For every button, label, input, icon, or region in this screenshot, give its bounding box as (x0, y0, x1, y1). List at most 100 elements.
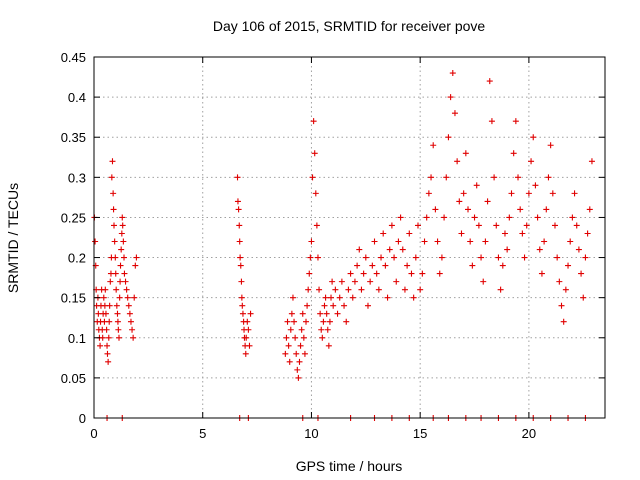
data-point (515, 174, 522, 181)
data-point (246, 342, 253, 349)
data-point (238, 294, 245, 301)
data-point (316, 286, 323, 293)
data-point (399, 246, 406, 253)
data-point (124, 294, 131, 301)
data-point (112, 270, 119, 277)
data-point (114, 310, 121, 317)
axis-ticks: 0 0.05 0.1 0.15 0.2 0.25 0.3 0.35 0.4 0.45 0 5 10 15 2… (61, 50, 605, 441)
y-tick-label: 0.05 (61, 371, 86, 386)
data-point (532, 182, 539, 189)
data-point (116, 334, 123, 341)
data-point (111, 222, 118, 229)
data-point (338, 278, 345, 285)
data-point (360, 270, 367, 277)
data-point (122, 278, 129, 285)
data-point (238, 278, 245, 285)
data-point (569, 214, 576, 221)
data-point (92, 238, 99, 245)
data-point (235, 206, 242, 213)
data-point (105, 334, 112, 341)
data-point (118, 246, 125, 253)
data-point (378, 254, 385, 261)
data-point (373, 270, 380, 277)
data-point (519, 230, 526, 237)
data-point (484, 198, 491, 205)
data-point (438, 254, 445, 261)
y-axis-label: SRMTID / TECUs (5, 183, 21, 293)
data-point (397, 214, 404, 221)
data-point (467, 238, 474, 245)
data-point (491, 174, 498, 181)
data-point (320, 318, 327, 325)
data-point (131, 294, 138, 301)
data-point (384, 294, 391, 301)
data-point (571, 190, 578, 197)
data-point (120, 238, 127, 245)
data-point (334, 310, 341, 317)
data-point (329, 278, 336, 285)
data-point (551, 222, 558, 229)
data-point (313, 222, 320, 229)
data-point (449, 70, 456, 77)
data-point (423, 214, 430, 221)
data-point (115, 326, 122, 333)
data-point (242, 350, 249, 357)
data-point (349, 294, 356, 301)
data-point (584, 230, 591, 237)
data-point (289, 294, 296, 301)
data-point (347, 270, 354, 277)
data-point (247, 310, 254, 317)
data-point (325, 342, 332, 349)
data-point (311, 150, 318, 157)
data-point (573, 222, 580, 229)
data-point (375, 286, 382, 293)
data-point (504, 246, 511, 253)
data-point (243, 334, 250, 341)
data-point (293, 350, 300, 357)
data-point (469, 262, 476, 269)
data-point (105, 358, 112, 365)
chart-title: Day 106 of 2015, SRMTID for receiver pov… (213, 18, 486, 34)
data-point (428, 174, 435, 181)
data-point (447, 94, 454, 101)
data-point (432, 206, 439, 213)
data-point (323, 310, 330, 317)
data-point (586, 206, 593, 213)
data-point (425, 190, 432, 197)
data-point (478, 254, 485, 261)
data-point (283, 334, 290, 341)
data-point (244, 318, 251, 325)
data-point (332, 286, 339, 293)
data-point (460, 190, 467, 197)
data-point (119, 214, 126, 221)
data-point (116, 294, 123, 301)
data-point (324, 326, 331, 333)
data-point (486, 78, 493, 85)
data-point (582, 254, 589, 261)
data-point (294, 366, 301, 373)
data-point (454, 158, 461, 165)
data-point (493, 222, 500, 229)
data-point (97, 342, 104, 349)
data-point (130, 334, 137, 341)
data-point (558, 302, 565, 309)
data-point (362, 254, 369, 261)
data-point (434, 238, 441, 245)
data-points (91, 70, 595, 421)
data-point (567, 238, 574, 245)
data-point (239, 302, 246, 309)
data-point (488, 118, 495, 125)
data-point (132, 262, 139, 269)
data-point (234, 198, 241, 205)
data-point (404, 262, 411, 269)
data-point (482, 238, 489, 245)
x-tick-label: 15 (413, 426, 427, 441)
y-tick-label: 0.25 (61, 210, 86, 225)
data-point (528, 158, 535, 165)
data-point (300, 334, 307, 341)
data-point (322, 294, 329, 301)
data-point (328, 294, 335, 301)
data-point (419, 270, 426, 277)
data-point (501, 230, 508, 237)
data-point (480, 278, 487, 285)
